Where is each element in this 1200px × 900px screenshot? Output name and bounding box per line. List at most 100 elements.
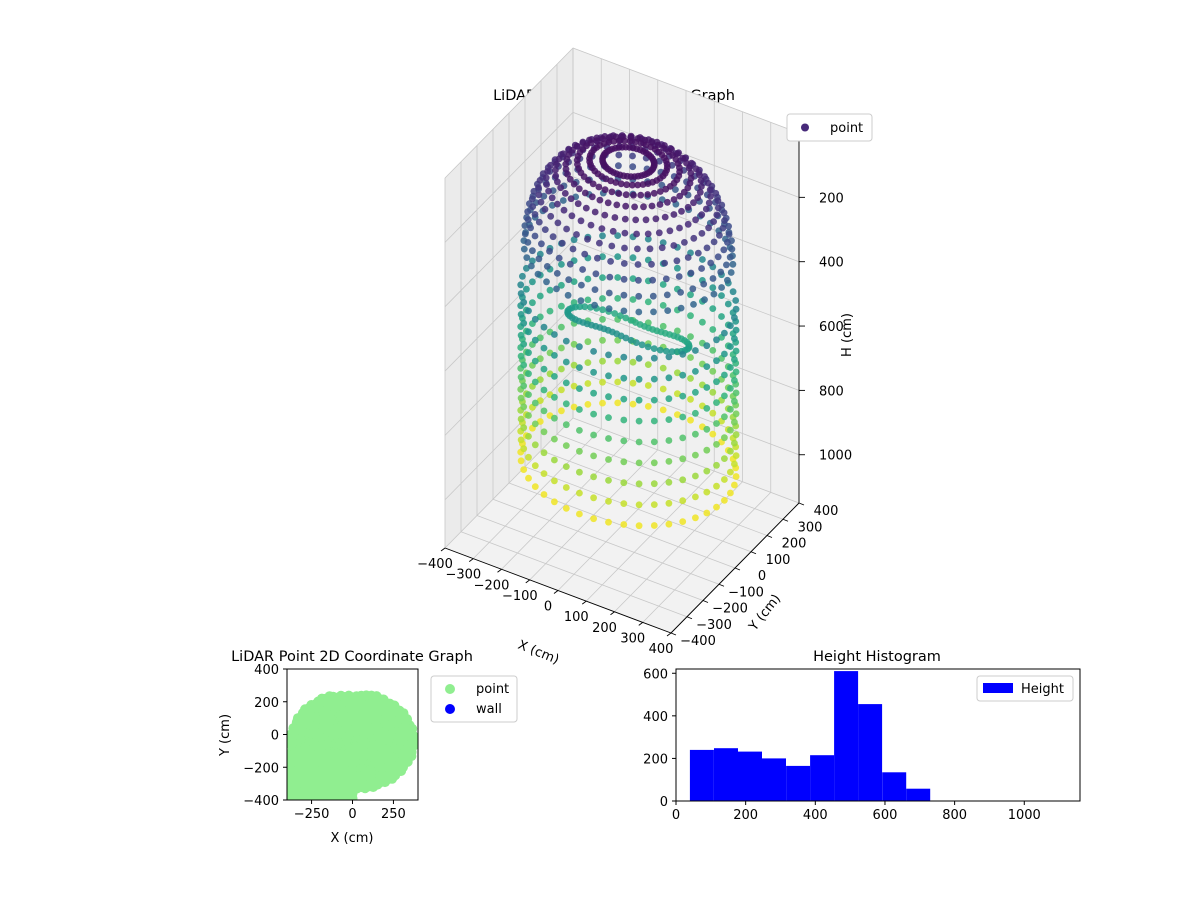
point-3d: [552, 166, 559, 174]
point-3d: [727, 364, 734, 371]
point-3d: [629, 400, 637, 408]
point-2d: [324, 691, 335, 702]
tick-label-3d-y: −100: [728, 585, 764, 600]
point-3d: [581, 189, 589, 197]
point-3d: [696, 171, 703, 179]
point-2d: [389, 700, 400, 711]
point-3d: [525, 307, 532, 315]
grid-floor-y: [540, 450, 768, 536]
point-3d: [650, 417, 658, 425]
tick-label-2d-y: −200: [243, 761, 279, 776]
point-3d: [692, 472, 699, 480]
point-3d: [650, 396, 658, 404]
point-2d: [387, 773, 398, 784]
point-3d: [517, 352, 525, 360]
point-3d: [557, 184, 565, 192]
point-3d: [713, 399, 720, 406]
point-3d: [644, 230, 652, 238]
point-3d: [529, 203, 537, 211]
point-3d: [528, 195, 536, 203]
point-3d: [598, 225, 606, 233]
point-3d: [673, 257, 681, 265]
point-3d: [676, 192, 684, 200]
point-3d: [677, 304, 685, 312]
point-3d: [620, 374, 628, 382]
point-3d: [674, 390, 681, 398]
point-3d: [629, 152, 636, 160]
point-3d: [517, 331, 525, 339]
point-3d: [569, 245, 577, 253]
point-3d: [562, 160, 570, 168]
point-3d: [520, 403, 528, 411]
point-3d: [659, 302, 667, 309]
point-3d: [713, 482, 720, 490]
grid-floor-y: [492, 498, 720, 585]
tick-label-3d-x: −300: [445, 568, 481, 583]
point-3d: [566, 260, 574, 268]
point-3d: [635, 459, 643, 467]
point-3d: [703, 488, 711, 496]
point-3d: [599, 336, 606, 344]
point-3d: [696, 188, 704, 196]
point-3d: [562, 442, 570, 449]
point-3d: [674, 327, 681, 335]
point-3d: [677, 289, 684, 296]
tick-3d-y: [766, 535, 773, 538]
point-3d: [546, 307, 554, 315]
point-3d: [668, 348, 676, 355]
point-3d: [732, 368, 740, 376]
point-3d: [584, 177, 592, 184]
point-3d: [549, 233, 557, 241]
point-3d: [727, 447, 734, 455]
tick-label-hist-x: 800: [942, 808, 967, 823]
point-3d: [553, 160, 560, 168]
point-3d: [541, 205, 549, 213]
point-3d: [576, 427, 583, 434]
tick-label-3d-z: 1000: [819, 449, 852, 464]
point-3d: [604, 199, 612, 207]
point-3d: [525, 453, 532, 461]
histogram-bar: [858, 704, 883, 801]
point-3d: [554, 200, 561, 208]
tick-label-3d-z: 600: [819, 320, 844, 335]
point-3d: [524, 208, 532, 216]
point-3d: [637, 139, 645, 147]
tick-3d-y: [702, 600, 709, 603]
plot-3d-points: [517, 132, 740, 530]
histogram-bar: [689, 749, 714, 801]
point-3d: [605, 435, 612, 442]
point-3d: [687, 395, 694, 403]
point-3d: [630, 191, 637, 199]
point-3d: [724, 276, 731, 284]
point-3d: [607, 177, 615, 185]
histogram: Height Histogram 0 200 400 600 800 1000 0 200 40…: [643, 649, 1081, 823]
point-3d: [584, 275, 592, 283]
point-3d: [679, 476, 687, 484]
point-3d: [725, 231, 733, 238]
point-3d: [605, 477, 612, 484]
point-3d: [731, 460, 738, 468]
histogram-bar: [786, 765, 811, 801]
plot-2d-legend-marker-point: [445, 684, 455, 694]
point-3d: [564, 291, 572, 299]
plot-2d-legend-label-point: point: [476, 682, 509, 697]
point-3d: [558, 407, 565, 415]
point-3d: [703, 425, 711, 433]
point-3d: [679, 455, 687, 463]
point-3d: [683, 159, 690, 167]
point-3d: [732, 452, 740, 459]
point-3d: [551, 352, 558, 359]
point-3d: [599, 306, 606, 314]
point-3d: [540, 344, 548, 352]
point-3d: [731, 481, 738, 489]
point-3d: [670, 211, 678, 218]
tick-label-hist-y: 600: [643, 667, 668, 682]
point-3d: [650, 189, 658, 197]
point-3d: [646, 245, 654, 253]
point-3d: [655, 229, 663, 237]
point-3d: [665, 458, 673, 465]
point-3d: [626, 137, 634, 145]
point-3d: [535, 255, 543, 263]
point-3d: [665, 478, 673, 486]
point-3d: [710, 238, 718, 246]
